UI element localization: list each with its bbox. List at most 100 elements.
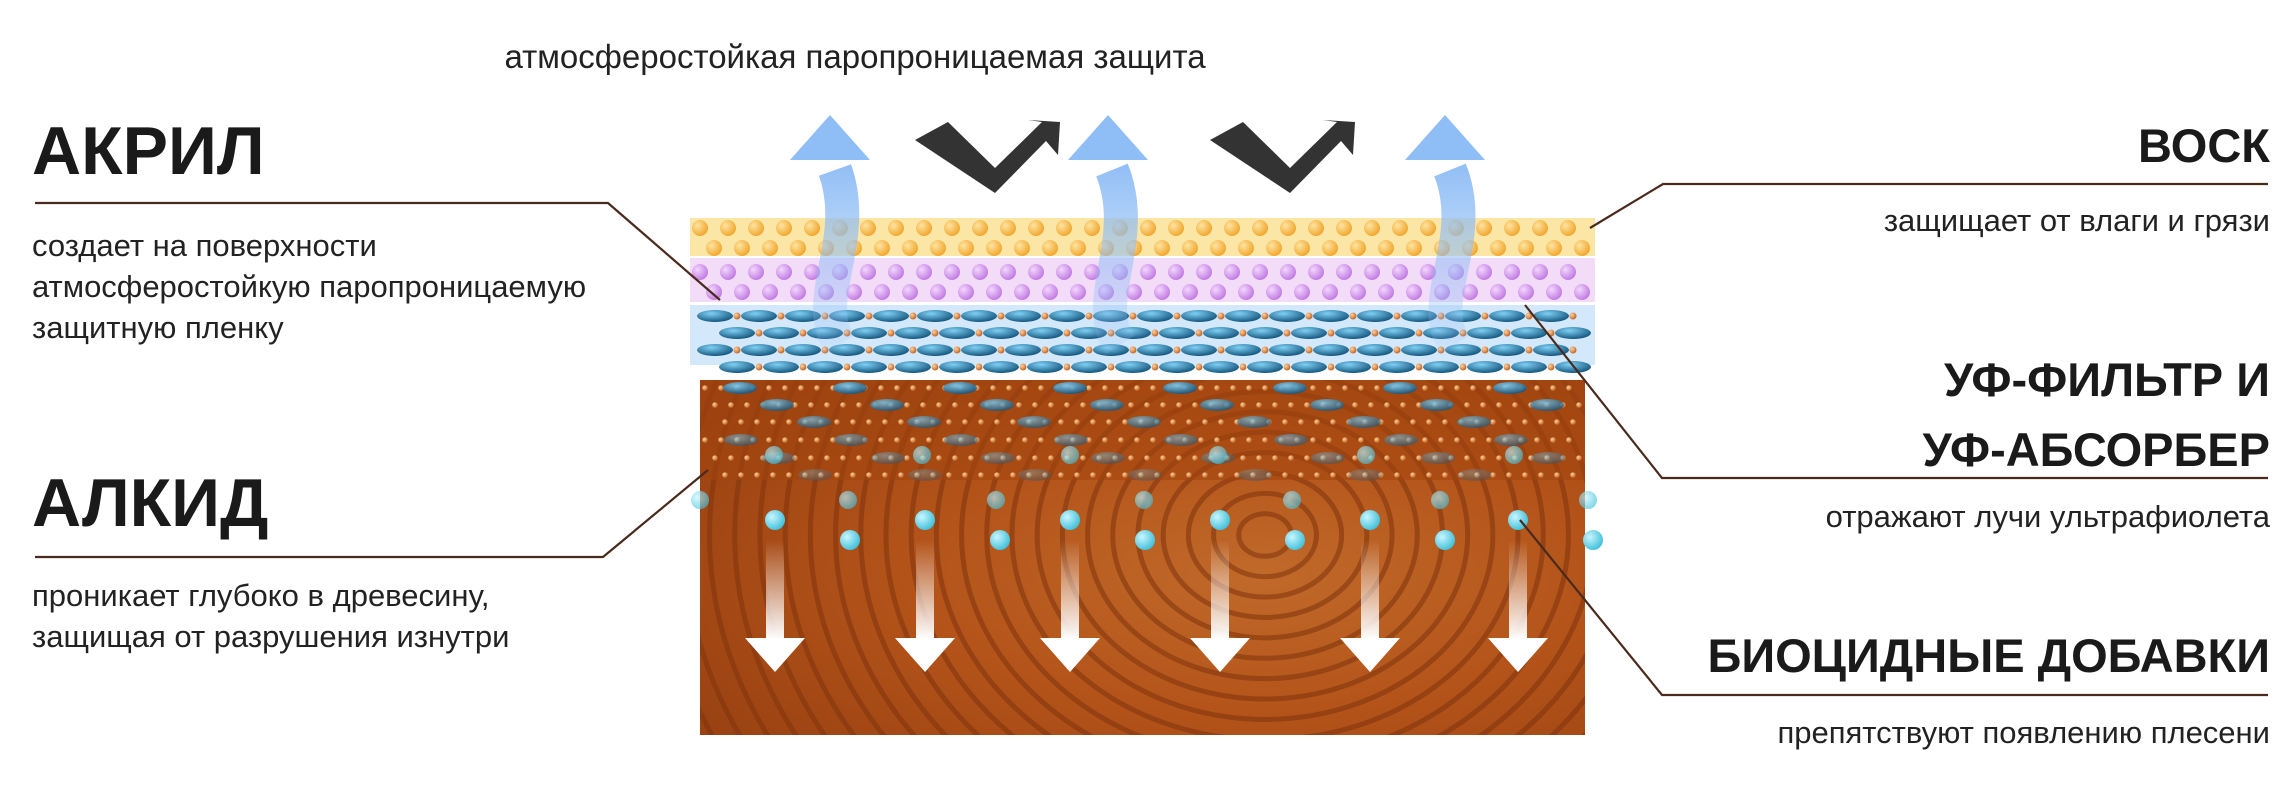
uv-particle [1335, 361, 1371, 373]
alkyd-particle [1173, 346, 1181, 354]
uv-particle [1203, 327, 1239, 339]
uv-particle [1159, 361, 1195, 373]
wax-particle [1252, 220, 1268, 236]
uv-particle [981, 452, 1015, 464]
uv-particle [907, 416, 941, 428]
uv-particle [917, 344, 953, 356]
alkyd-particle [1570, 472, 1576, 478]
uv-particle [1555, 327, 1591, 339]
wax-particle [1042, 240, 1058, 256]
uv-particle [763, 327, 799, 339]
alkyd-particle [1342, 437, 1348, 443]
alkyd-particle [1192, 402, 1198, 408]
wax-particle [930, 240, 946, 256]
alkyd-particle [1410, 419, 1416, 425]
alkyd-particle [894, 385, 900, 391]
up-arrow-icon [813, 164, 860, 355]
acryl-particle [860, 264, 876, 280]
alkyd-particle [1058, 472, 1064, 478]
uv-particle [1181, 310, 1217, 322]
alkyd-particle [792, 402, 798, 408]
alkyd-particle [1394, 472, 1400, 478]
alkyd-particle [1422, 385, 1428, 391]
alkyd-particle [1298, 419, 1304, 425]
acryl-particle [1378, 284, 1394, 300]
alkyd-particle [1085, 346, 1093, 354]
alkyd-particle [1327, 329, 1335, 337]
alkyd-particle [1198, 385, 1204, 391]
uv-particle [917, 310, 953, 322]
alkyd-particle [1534, 437, 1540, 443]
akril-desc-line: создает на поверхности [32, 228, 377, 263]
alkyd-particle [1416, 455, 1422, 461]
alkyd-particle [946, 419, 952, 425]
biocide-particle [1431, 491, 1449, 509]
alkyd-particle [712, 455, 718, 461]
alkyd-particle [782, 385, 788, 391]
alkyd-particle [770, 472, 776, 478]
acryl-particle [1056, 264, 1072, 280]
uv-particle [1127, 416, 1161, 428]
alkyd-particle [1400, 402, 1406, 408]
leader-lines [35, 182, 2268, 697]
alkyd-particle [1422, 437, 1428, 443]
wax-particle [874, 240, 890, 256]
uv-particle [1383, 382, 1417, 394]
acryl-particle [902, 284, 918, 300]
alkyd-particle [968, 402, 974, 408]
up-arrow-icon [1428, 163, 1476, 355]
alkyd-particle [1016, 455, 1022, 461]
alkyd-particle [744, 455, 750, 461]
wax-particle [916, 220, 932, 236]
alkyd-particle [1128, 402, 1134, 408]
alkyd-particle [1038, 385, 1044, 391]
uv-particle [1273, 382, 1307, 394]
alkid-description: проникает глубоко в древесину, защищая о… [32, 575, 509, 657]
alkyd-particle [1106, 472, 1112, 478]
alkyd-particle [1064, 402, 1070, 408]
acryl-particle [692, 264, 708, 280]
alkyd-particle [1330, 472, 1336, 478]
alkyd-particle [1506, 472, 1512, 478]
wax-particle [1504, 220, 1520, 236]
alkyd-particle [1176, 402, 1182, 408]
reflected-ray-icon [1210, 120, 1355, 193]
alkyd-particle [1410, 472, 1416, 478]
alkyd-particle [712, 402, 718, 408]
alkyd-particle [786, 472, 792, 478]
alkyd-particle [1176, 455, 1182, 461]
wood-ring [782, 380, 857, 735]
alkyd-particle [878, 437, 884, 443]
alkyd-particle [1282, 419, 1288, 425]
alkyd-particle [1438, 385, 1444, 391]
alkyd-particle [728, 402, 734, 408]
uv-particle [1445, 344, 1481, 356]
uv-particle [1313, 310, 1349, 322]
acryl-particle [1238, 284, 1254, 300]
alkyd-particle [978, 472, 984, 478]
alkyd-particle [1538, 419, 1544, 425]
particles [691, 220, 1603, 550]
acryl-particle [1364, 264, 1380, 280]
alkyd-particle [1506, 419, 1512, 425]
alkyd-particle [1454, 437, 1460, 443]
uv-particle [1247, 327, 1283, 339]
uv-particle [1159, 327, 1195, 339]
alkyd-particle [1195, 329, 1203, 337]
alkyd-particle [990, 385, 996, 391]
acryl-particle [1350, 284, 1366, 300]
alkyd-particle [1534, 385, 1540, 391]
akril-desc-line: атмосферостойкую паропроницаемую [32, 269, 587, 304]
alkyd-particle [953, 346, 961, 354]
wax-particle [1532, 220, 1548, 236]
down-arrow-icon [895, 638, 955, 672]
acryl-particle [846, 284, 862, 300]
wax-particle [1476, 220, 1492, 236]
alkyd-particle [1239, 363, 1247, 371]
alkyd-particle [808, 455, 814, 461]
alkyd-particle [1576, 455, 1582, 461]
uv-particle [1091, 452, 1125, 464]
uv-particle [1311, 452, 1345, 464]
uv-particle [719, 327, 755, 339]
wood-ring [757, 380, 828, 735]
